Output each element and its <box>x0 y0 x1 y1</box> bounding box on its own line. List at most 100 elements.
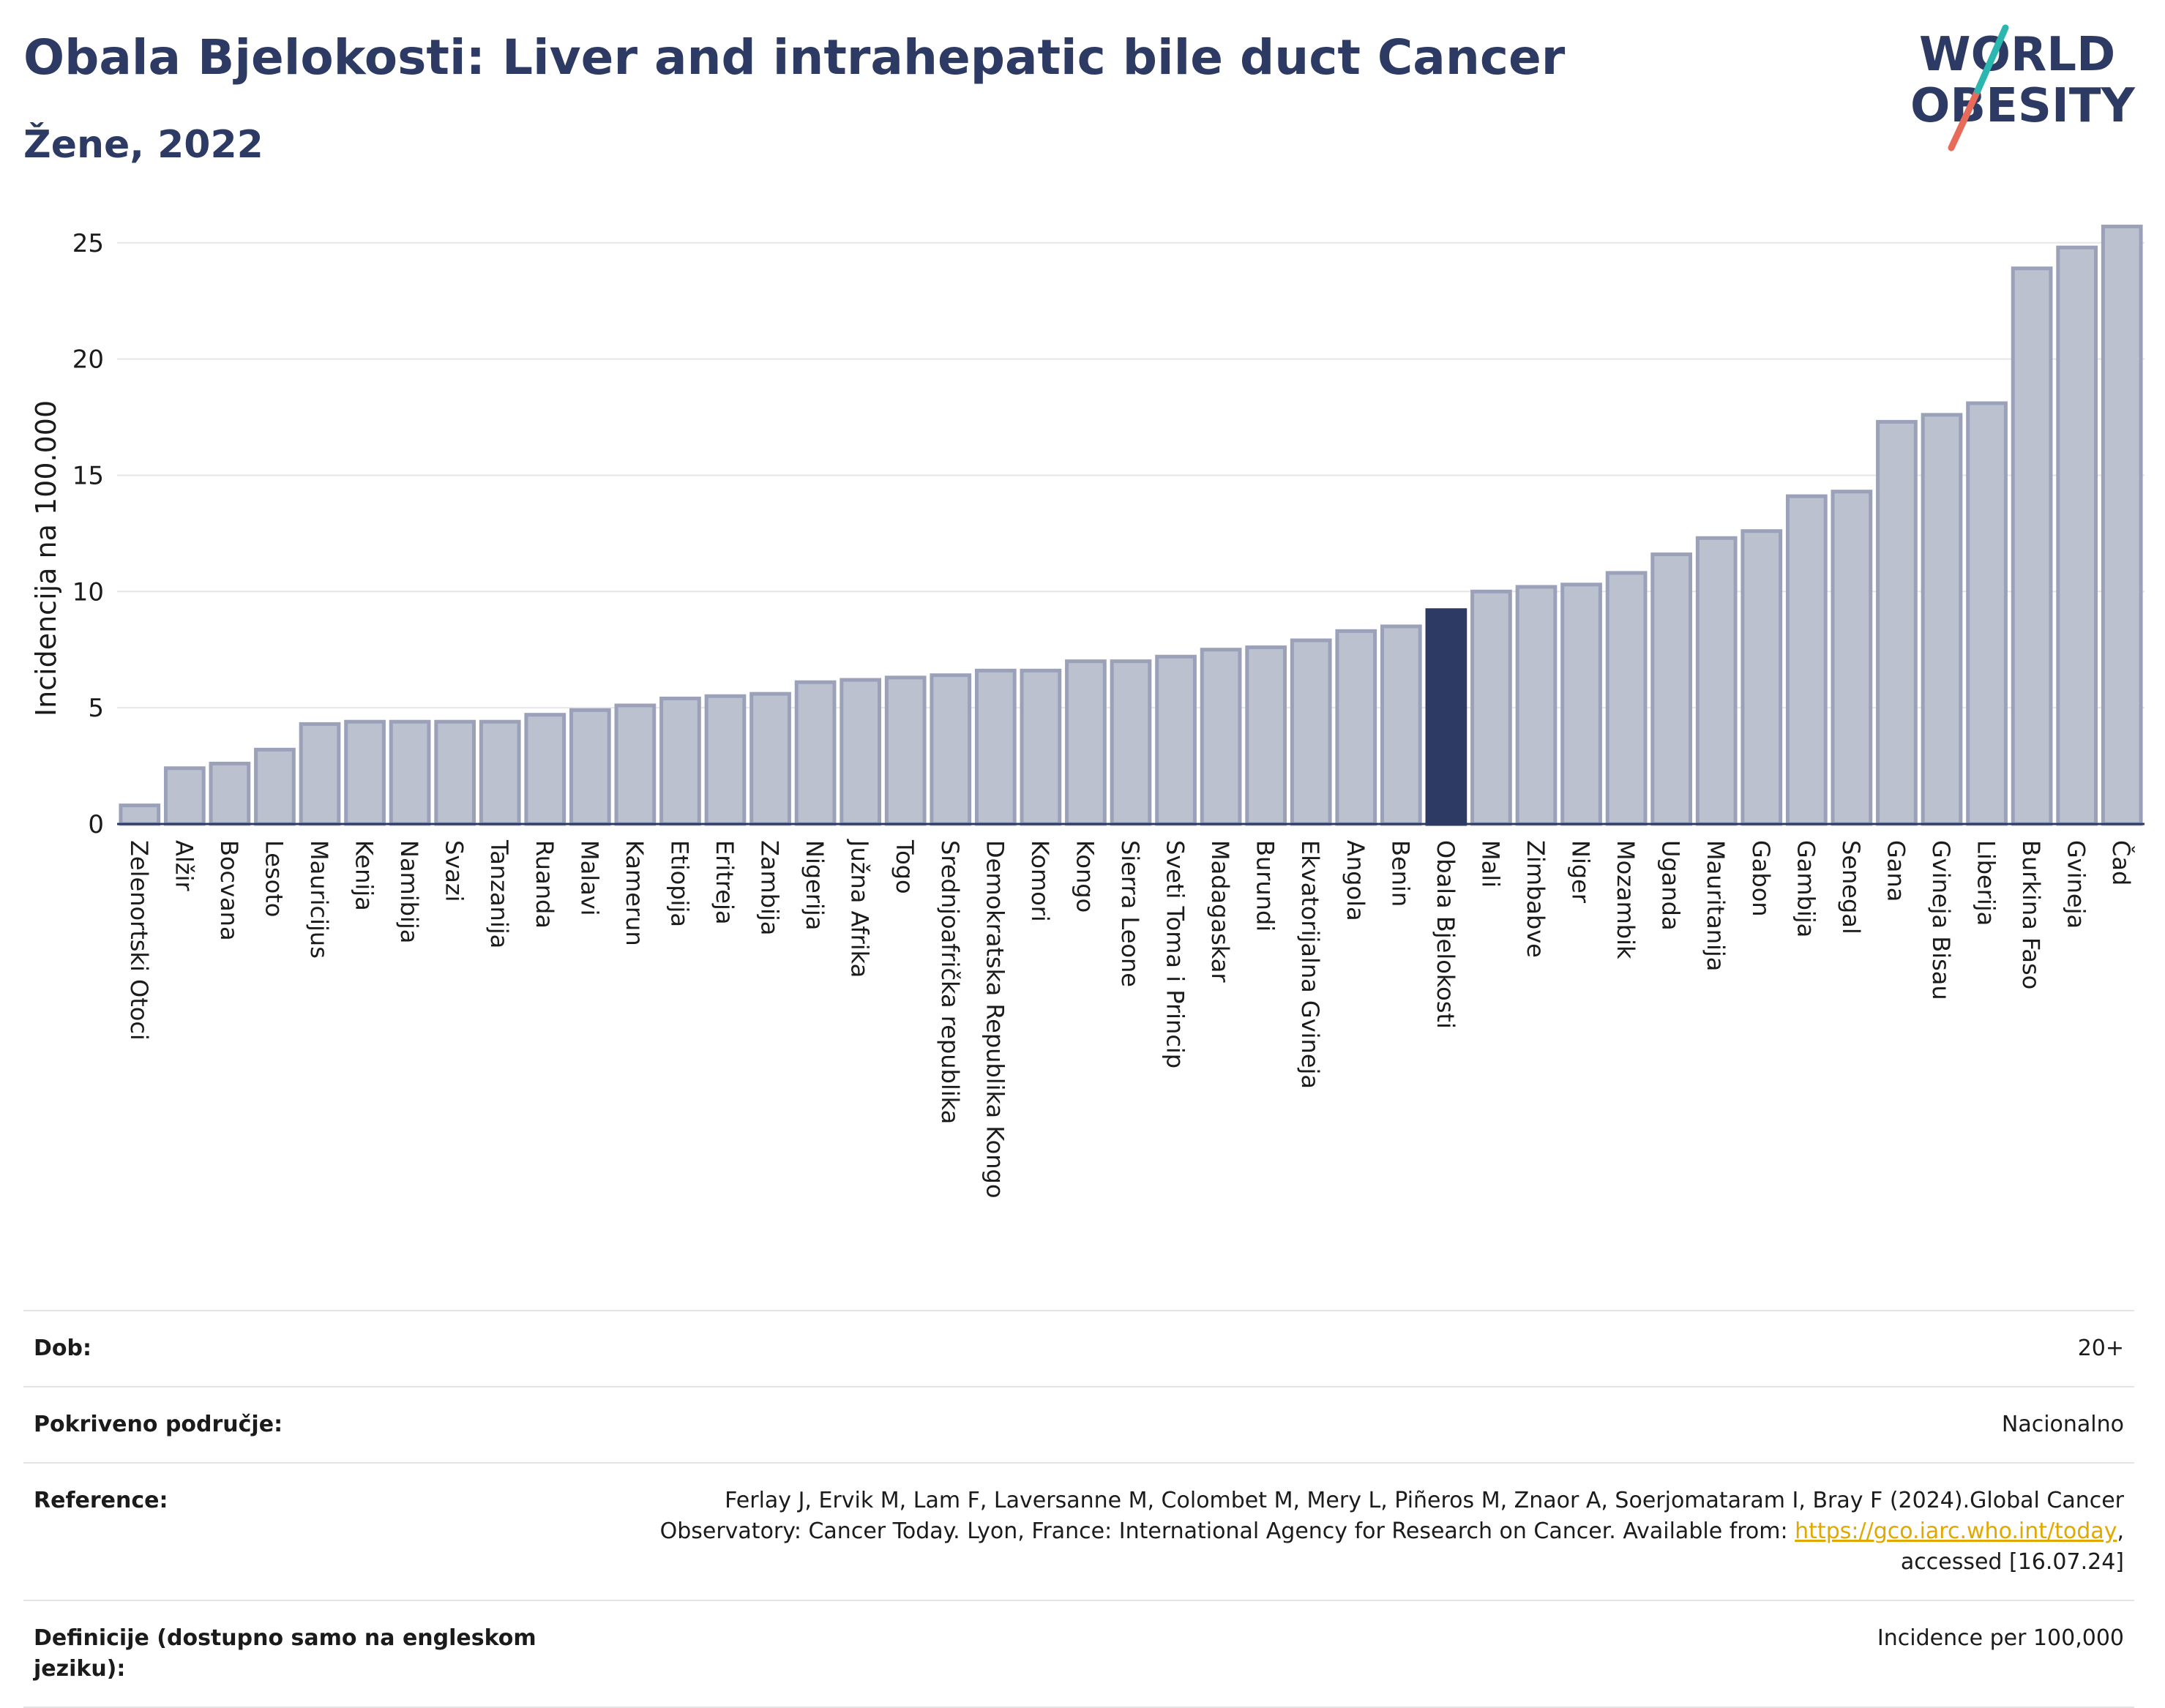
bar <box>1831 490 1873 826</box>
meta-row-age: Dob: 20+ <box>23 1311 2134 1387</box>
reference-link[interactable]: https://gco.iarc.who.int/today <box>1795 1518 2117 1544</box>
x-tick-label: Niger <box>1567 840 1595 904</box>
meta-key: Reference: <box>34 1488 168 1513</box>
x-tick-label: Obala Bjelokosti <box>1432 840 1459 1029</box>
y-tick-label: 25 <box>72 229 104 258</box>
x-tick-label: Mozambik <box>1612 840 1639 959</box>
bar <box>389 719 431 826</box>
y-tick-label: 0 <box>88 810 104 839</box>
bar <box>1740 529 1783 826</box>
bar <box>1921 413 1963 826</box>
x-tick-label: Togo <box>891 839 919 894</box>
logo-line2: OBESITY <box>1910 79 2135 133</box>
x-tick-label: Kongo <box>1071 840 1099 913</box>
bar <box>1785 494 1828 826</box>
bar <box>659 696 701 826</box>
x-tick-label: Nigerija <box>801 840 829 930</box>
x-tick-label: Sveti Toma i Princip <box>1162 840 1189 1068</box>
x-tick-label: Komori <box>1026 840 1054 922</box>
meta-value: 20+ <box>2077 1336 2124 1361</box>
y-axis-ticks: 0 5 10 15 20 25 <box>72 229 104 839</box>
bar <box>254 747 296 826</box>
y-tick-label: 10 <box>72 577 104 607</box>
x-tick-label: Gvineja <box>2063 840 2090 929</box>
x-tick-label: Malavi <box>575 840 603 916</box>
x-tick-label: Kenija <box>351 840 378 911</box>
bar <box>974 668 1017 826</box>
x-tick-label: Alžir <box>170 840 198 891</box>
x-tick-label: Svazi <box>441 840 468 902</box>
x-tick-label: Lesoto <box>260 840 288 917</box>
bar <box>1245 645 1287 826</box>
bar <box>749 692 791 826</box>
x-tick-label: Uganda <box>1657 840 1685 931</box>
bar <box>2011 266 2053 826</box>
bar <box>884 675 927 826</box>
bar <box>524 713 567 826</box>
x-tick-label: Tanzanija <box>485 839 513 948</box>
meta-row-coverage: Pokriveno područje: Nacionalno <box>23 1387 2134 1464</box>
bar <box>1335 629 1377 826</box>
y-tick-label: 5 <box>88 694 104 723</box>
bar <box>434 719 476 826</box>
metadata-table: Dob: 20+ Pokriveno područje: Nacionalno … <box>23 1310 2134 1708</box>
chart-subtitle: Žene, 2022 <box>23 123 263 167</box>
bar <box>163 766 206 826</box>
x-tick-label: Zelenortski Otoci <box>125 840 153 1041</box>
bar <box>1515 585 1558 826</box>
x-tick-label: Ruanda <box>531 840 558 929</box>
logo-slash-teal <box>1974 24 2009 94</box>
x-tick-label: Namibija <box>395 840 423 943</box>
x-tick-label: Gabon <box>1747 840 1775 917</box>
x-tick-label: Zambija <box>756 840 784 935</box>
bar <box>704 694 747 826</box>
bar <box>1380 624 1422 826</box>
bar <box>299 722 341 826</box>
x-tick-label: Južna Afrika <box>846 839 874 978</box>
bar <box>1110 659 1152 826</box>
bar <box>794 680 837 826</box>
x-tick-label: Mauritanija <box>1702 840 1730 971</box>
bar <box>2101 225 2143 826</box>
meta-value: Nacionalno <box>2001 1412 2124 1437</box>
x-tick-label: Gana <box>1882 840 1910 902</box>
bar <box>2056 245 2098 826</box>
x-tick-label: Benin <box>1386 840 1414 907</box>
y-tick-label: 15 <box>72 461 104 490</box>
bar <box>1065 659 1107 826</box>
meta-value: Incidence per 100,000 <box>1877 1625 2124 1651</box>
bar <box>1605 571 1648 826</box>
chart-title: Obala Bjelokosti: Liver and intrahepatic… <box>23 29 1566 86</box>
bar <box>930 673 972 826</box>
bar <box>479 719 521 826</box>
x-tick-label: Burundi <box>1252 840 1279 932</box>
meta-row-definitions: Definicije (dostupno samo na engleskom j… <box>23 1601 2134 1708</box>
bar <box>840 678 882 826</box>
reference-text: Ferlay J, Ervik M, Lam F, Laversanne M, … <box>659 1488 2124 1544</box>
bar <box>1155 654 1197 826</box>
x-tick-label: Demokratska Republika Kongo <box>981 840 1009 1198</box>
x-tick-label: Gvineja Bisau <box>1927 840 1955 1000</box>
x-tick-label: Madagaskar <box>1206 840 1234 983</box>
bar-highlighted <box>1425 608 1467 826</box>
y-tick-label: 20 <box>72 345 104 375</box>
bar <box>1290 638 1332 826</box>
x-tick-label: Liberija <box>1973 840 2000 926</box>
y-axis-label: Incidencija na 100.000 <box>30 400 62 716</box>
bar <box>569 708 611 826</box>
bar <box>614 703 657 826</box>
x-tick-label: Srednjoafrička republika <box>936 840 964 1124</box>
bar <box>1020 668 1062 826</box>
x-tick-label: Mauricijus <box>305 840 333 959</box>
bar <box>1876 419 1918 826</box>
bar <box>119 804 161 826</box>
x-tick-label: Burkina Faso <box>2017 840 2045 989</box>
bar-chart: 0 5 10 15 20 25 Zelenortski Otoci Alžir Bocvana… <box>30 225 2145 1198</box>
meta-key: Pokriveno područje: <box>34 1412 283 1437</box>
meta-key: Dob: <box>34 1336 91 1361</box>
x-tick-label: Eritreja <box>711 840 739 924</box>
bar <box>209 761 251 826</box>
x-tick-label: Bocvana <box>215 840 243 941</box>
x-tick-label: Kamerun <box>621 840 648 946</box>
logo-line1: WORLD <box>1919 28 2115 82</box>
